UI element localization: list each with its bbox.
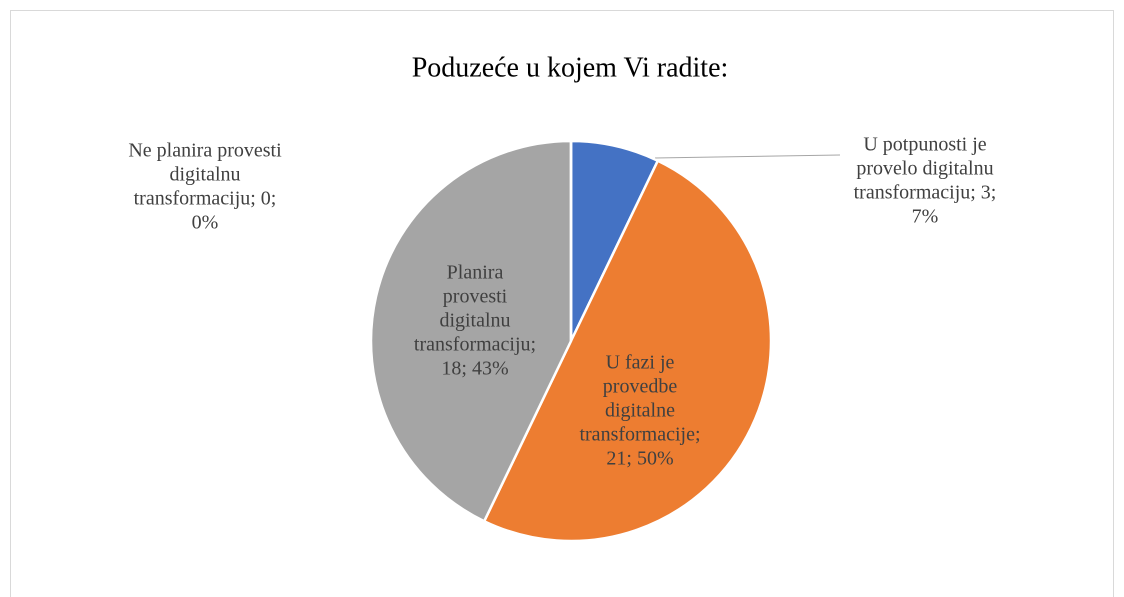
data-label: 21; 50% (606, 448, 673, 470)
data-label: digitalnu (169, 164, 240, 186)
chart-title: Poduzeće u kojem Vi radite: (412, 52, 729, 83)
data-label: Planira (447, 262, 504, 284)
data-label: provelo digitalnu (856, 158, 993, 180)
data-label: transformaciju; 3; (854, 182, 997, 204)
pie-slice (482, 159, 773, 543)
data-label: U fazi je (606, 352, 675, 374)
data-label: 18; 43% (441, 358, 508, 380)
data-label: U potpunosti je (863, 134, 986, 156)
data-label: provesti (443, 286, 508, 308)
data-label: transformacije; (579, 424, 700, 446)
data-label: 0% (192, 212, 219, 234)
leader-line (654, 154, 841, 159)
data-label: Ne planira provesti (128, 140, 282, 162)
data-label: digitalnu (439, 310, 510, 332)
data-label: digitalne (605, 400, 675, 422)
data-label: 7% (912, 206, 939, 228)
pie-slice (369, 139, 573, 523)
data-label: transformaciju; (414, 334, 536, 356)
data-label: provedbe (603, 376, 678, 398)
data-label: transformaciju; 0; (134, 188, 277, 210)
